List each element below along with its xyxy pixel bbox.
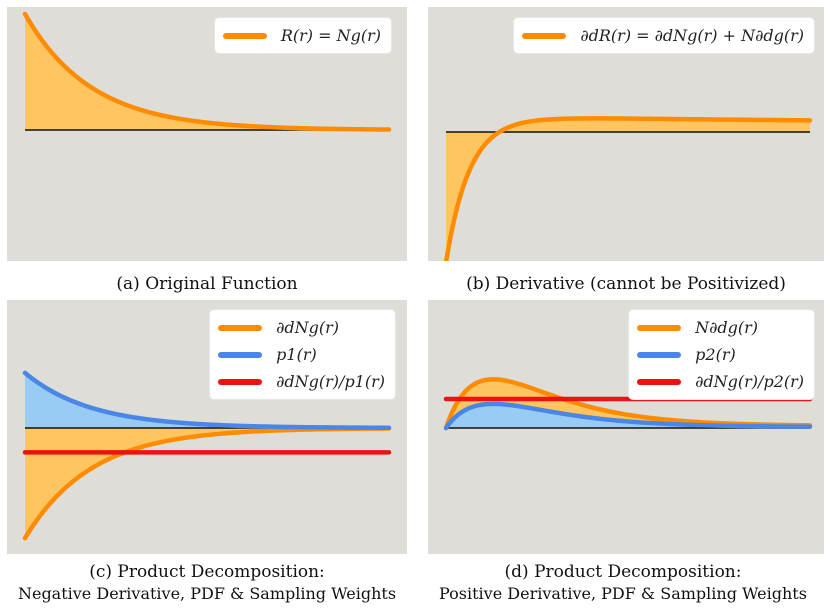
legend-label: ∂dNg(r) — [276, 318, 340, 337]
legend-a: R(r) = Ng(r) — [214, 18, 391, 53]
legend-swatch — [522, 32, 567, 39]
panel-d: N∂dg(r) p2(r) ∂dNg(r)/p2(r) — [428, 300, 824, 554]
legend-d: N∂dg(r) p2(r) ∂dNg(r)/p2(r) — [629, 310, 814, 399]
legend-label: R(r) = Ng(r) — [280, 26, 381, 45]
caption-d: (d) Product Decomposition: Positive Deri… — [416, 562, 830, 604]
series-fill-0 — [446, 118, 810, 261]
legend-swatch — [637, 351, 682, 358]
caption-line: (a) Original Function — [116, 274, 298, 294]
legend-label: p1(r) — [276, 345, 317, 364]
chart-b — [443, 116, 813, 261]
panel-a: R(r) = Ng(r) — [7, 7, 407, 261]
legend-label: ∂dNg(r)/p2(r) — [695, 372, 804, 391]
legend-swatch — [637, 324, 682, 331]
legend-label: ∂dR(r) = ∂dNg(r) + N∂dg(r) — [580, 26, 804, 45]
legend-label: N∂dg(r) — [695, 318, 759, 337]
legend-entry: R(r) = Ng(r) — [222, 22, 381, 49]
caption-line: (d) Product Decomposition: — [504, 562, 742, 582]
legend-entry: p2(r) — [637, 341, 804, 368]
legend-swatch — [222, 32, 267, 39]
legend-label: ∂dNg(r)/p1(r) — [276, 372, 385, 391]
panel-c: ∂dNg(r) p1(r) ∂dNg(r)/p1(r) — [7, 300, 407, 554]
legend-swatch — [218, 351, 263, 358]
caption-a: (a) Original Function — [7, 274, 407, 295]
caption-b: (b) Derivative (cannot be Positivized) — [428, 274, 824, 295]
legend-b: ∂dR(r) = ∂dNg(r) + N∂dg(r) — [514, 18, 814, 53]
legend-entry: ∂dNg(r)/p1(r) — [218, 368, 385, 395]
series-line-1 — [443, 401, 813, 431]
legend-c: ∂dNg(r) p1(r) ∂dNg(r)/p1(r) — [210, 310, 395, 399]
legend-swatch — [637, 378, 682, 385]
caption-line: Negative Derivative, PDF & Sampling Weig… — [17, 584, 397, 603]
chart-c — [22, 370, 392, 541]
legend-swatch — [218, 378, 263, 385]
series-line-0 — [22, 11, 392, 132]
legend-entry: N∂dg(r) — [637, 314, 804, 341]
legend-label: p2(r) — [695, 345, 736, 364]
legend-entry: ∂dNg(r) — [218, 314, 385, 341]
legend-swatch — [218, 324, 263, 331]
series-line-0 — [443, 116, 813, 261]
caption-line: (c) Product Decomposition: — [89, 562, 325, 582]
legend-entry: ∂dR(r) = ∂dNg(r) + N∂dg(r) — [522, 22, 804, 49]
caption-line: (b) Derivative (cannot be Positivized) — [466, 274, 786, 294]
chart-d — [443, 377, 813, 431]
series-line-1 — [22, 370, 392, 431]
chart-a — [22, 11, 392, 132]
caption-line: Positive Derivative, PDF & Sampling Weig… — [439, 584, 807, 603]
panel-b: ∂dR(r) = ∂dNg(r) + N∂dg(r) — [428, 7, 824, 261]
caption-c: (c) Product Decomposition: Negative Deri… — [0, 562, 414, 604]
legend-entry: ∂dNg(r)/p2(r) — [637, 368, 804, 395]
legend-entry: p1(r) — [218, 341, 385, 368]
series-fill-0 — [25, 428, 389, 539]
